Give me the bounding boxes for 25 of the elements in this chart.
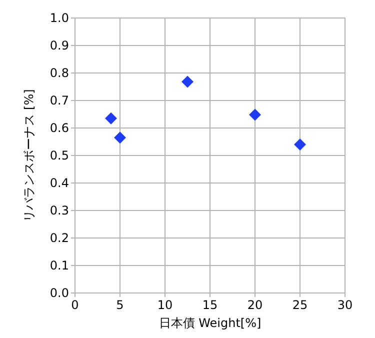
y-tick-label: 0.1: [50, 258, 69, 272]
x-tick-label: 25: [292, 298, 308, 312]
y-axis-title: リバランスボーナス [%]: [22, 89, 36, 222]
point: [182, 76, 194, 88]
y-tick-label: 1.0: [50, 11, 69, 25]
y-tick-label: 0.5: [50, 148, 69, 162]
x-tick-label: 0: [71, 298, 79, 312]
y-tick-label: 0.6: [50, 121, 69, 135]
point: [294, 138, 306, 150]
y-tick-label: 0.4: [50, 176, 69, 190]
x-tick-label: 15: [202, 298, 218, 312]
y-tick-label: 0.7: [50, 94, 69, 108]
point: [114, 132, 126, 144]
x-tick-label: 20: [247, 298, 263, 312]
y-tick-label: 0.8: [50, 66, 69, 80]
y-tick-label: 0.3: [50, 204, 69, 218]
y-tick-label: 0.2: [50, 231, 69, 245]
y-tick-label: 0.9: [50, 38, 69, 52]
x-tick-label: 30: [337, 298, 353, 312]
point: [249, 108, 261, 121]
point: [105, 112, 117, 124]
y-tick-label: 0.0: [50, 286, 69, 300]
x-tick-label: 5: [116, 298, 124, 312]
x-tick-label: 10: [157, 298, 173, 312]
x-axis-title: 日本債 Weight[%]: [158, 316, 262, 330]
